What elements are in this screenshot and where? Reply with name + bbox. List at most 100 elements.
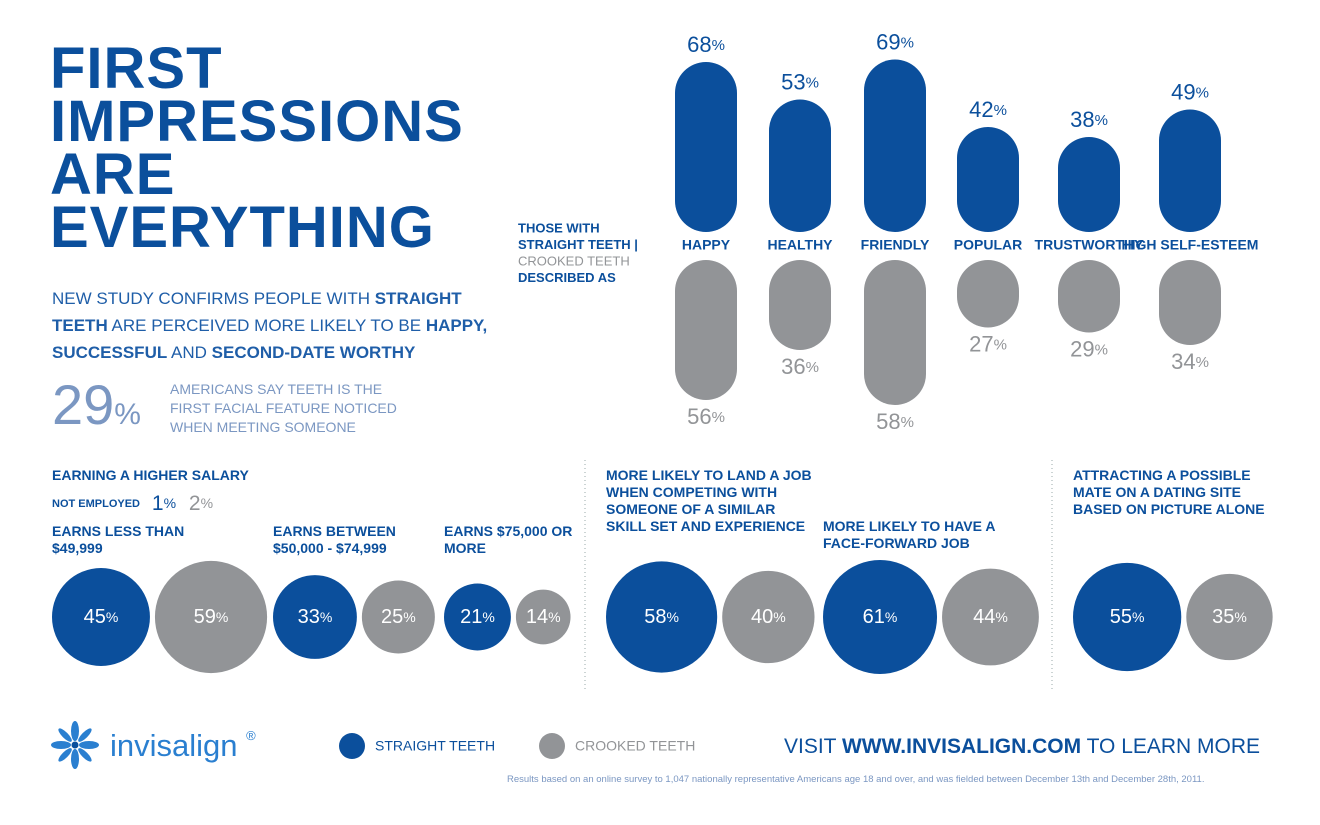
- bubble: [1073, 562, 1182, 672]
- value-label: 49%: [1171, 79, 1209, 104]
- value-number: 2: [189, 492, 201, 515]
- value-unit: %: [164, 495, 176, 511]
- chart-title: EARNING A HIGHER SALARY: [52, 467, 249, 483]
- value-label: 36%: [781, 354, 819, 379]
- value-number: 58: [644, 606, 666, 628]
- text-run: ARE PERCEIVED MORE LIKELY TO BE: [107, 316, 426, 335]
- value-label: 40%: [751, 606, 786, 628]
- pill-bar: [1058, 137, 1120, 232]
- value-label: 59%: [194, 606, 229, 628]
- value-unit: %: [806, 359, 819, 376]
- value-unit: %: [548, 609, 560, 625]
- value-label: 38%: [1070, 107, 1108, 132]
- value-number: 40: [751, 606, 773, 628]
- bubble: [515, 589, 571, 645]
- pill-bar: [769, 99, 831, 232]
- pill-bar: [1159, 109, 1221, 232]
- value-unit: %: [885, 609, 897, 625]
- value-label: 33%: [298, 606, 333, 628]
- title-line: ARE: [50, 142, 176, 207]
- value-unit: %: [106, 609, 118, 625]
- text-run: WWW.INVISALIGN.COM: [841, 735, 1082, 758]
- category-label: EARNS LESS THAN $49,999: [52, 523, 185, 556]
- legend-swatch: [339, 733, 365, 759]
- call-to-action: VISIT WWW.INVISALIGN.COM TO LEARN MORE: [784, 735, 1260, 759]
- value-label: 58%: [876, 409, 914, 434]
- brand-icon: [51, 721, 99, 769]
- title-line: IMPRESSIONS: [50, 89, 464, 154]
- value-label: 68%: [687, 32, 725, 57]
- title-line: FIRST: [50, 36, 223, 101]
- bubble: [51, 568, 150, 666]
- value-label: 56%: [687, 404, 725, 429]
- brand-mark: ®: [246, 728, 256, 743]
- legend-label: CROOKED TEETH: [575, 738, 695, 754]
- bubble: [361, 580, 435, 654]
- value-label: 27%: [969, 331, 1007, 356]
- value-unit: %: [1095, 341, 1108, 358]
- brand: invisalign ®: [110, 728, 256, 764]
- text-run: HAPPY, SUCCESSFUL: [52, 316, 488, 362]
- value-number: 21: [460, 606, 482, 628]
- value-unit: %: [482, 609, 494, 625]
- value-label: 14%: [526, 606, 561, 628]
- footnote: Results based on an online survey to 1,0…: [507, 774, 1205, 785]
- value-unit: %: [994, 336, 1007, 353]
- pill-bar: [864, 59, 926, 232]
- brand-name: invisalign: [110, 728, 238, 763]
- bubble: [154, 560, 268, 674]
- value-number: 68: [687, 32, 711, 57]
- category-label: EARNS $75,000 OR MORE: [444, 523, 573, 556]
- value-number: 42: [969, 97, 993, 122]
- value-unit: %: [666, 609, 678, 625]
- pill-bar: [957, 260, 1019, 328]
- value-number: 53: [781, 69, 805, 94]
- value-number: 49: [1171, 79, 1195, 104]
- text-run: STRAIGHT TEETH: [52, 289, 462, 335]
- title: FIRST IMPRESSIONS ARE EVERYTHING: [50, 36, 464, 260]
- text-run: SECOND-DATE WORTHY: [211, 343, 416, 362]
- value-label: 45%: [84, 606, 119, 628]
- value-number: 1: [152, 492, 164, 515]
- value-unit: %: [995, 609, 1007, 625]
- value-number: 61: [863, 606, 885, 628]
- pill-bar: [1058, 260, 1120, 333]
- side-label: DESCRIBED AS: [518, 270, 616, 285]
- category-label: HAPPY: [682, 237, 731, 253]
- stat-text: AMERICANS SAY TEETH IS THE FIRST FACIAL …: [170, 381, 397, 435]
- value-number: 69: [876, 29, 900, 54]
- category-label: POPULAR: [954, 237, 1022, 253]
- not-employed-label: NOT EMPLOYED: [52, 498, 140, 510]
- bubble: [942, 568, 1039, 666]
- value-unit: %: [1095, 112, 1108, 129]
- value-number: 45: [84, 606, 106, 628]
- value-unit: %: [806, 74, 819, 91]
- value-unit: %: [901, 34, 914, 51]
- value-number: 14: [526, 606, 548, 628]
- value-label: 53%: [781, 69, 819, 94]
- text-run: TO LEARN MORE: [1081, 735, 1261, 758]
- category-label: FRIENDLY: [861, 237, 930, 253]
- subtitle: NEW STUDY CONFIRMS PEOPLE WITH STRAIGHT …: [52, 285, 512, 366]
- value-label: 55%: [1110, 606, 1145, 628]
- value-unit: %: [773, 609, 785, 625]
- title-line: EVERYTHING: [50, 195, 435, 260]
- bubble: [444, 583, 511, 651]
- value-number: 58: [876, 409, 900, 434]
- value-number: 33: [298, 606, 320, 628]
- stat-unit: %: [114, 398, 141, 431]
- side-label: STRAIGHT TEETH |: [518, 237, 638, 252]
- stat-value: 29: [52, 373, 115, 436]
- pill-bar: [1159, 260, 1221, 345]
- value-label: 61%: [863, 606, 898, 628]
- value-label: 1%: [152, 492, 176, 515]
- value-label: 21%: [460, 606, 495, 628]
- category-label: HIGH SELF-ESTEEM: [1122, 237, 1259, 253]
- value-unit: %: [216, 609, 228, 625]
- bubble: [722, 570, 815, 664]
- legend-swatch: [539, 733, 565, 759]
- category-label: TRUSTWORTHY: [1035, 237, 1145, 253]
- value-number: 36: [781, 354, 805, 379]
